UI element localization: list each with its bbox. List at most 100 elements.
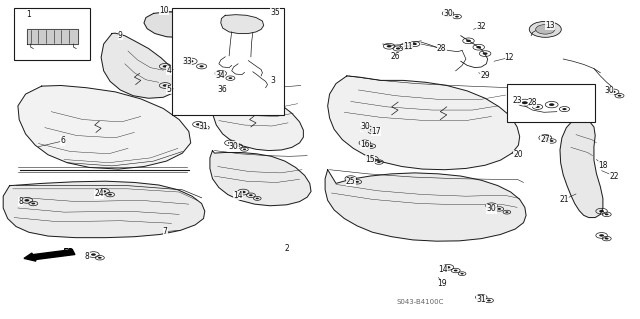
Circle shape <box>387 45 392 48</box>
Text: 16: 16 <box>360 140 370 149</box>
Text: 30: 30 <box>443 9 453 18</box>
Text: 18: 18 <box>598 161 607 170</box>
Text: 4: 4 <box>166 66 172 75</box>
Circle shape <box>536 25 555 34</box>
Text: 3: 3 <box>270 76 275 85</box>
Circle shape <box>466 40 471 42</box>
Text: 24: 24 <box>94 189 104 198</box>
Text: 30: 30 <box>486 204 497 213</box>
Circle shape <box>377 161 381 163</box>
Circle shape <box>611 91 616 93</box>
Circle shape <box>404 45 409 48</box>
Polygon shape <box>3 181 205 238</box>
Text: 22: 22 <box>610 172 619 181</box>
Text: 19: 19 <box>436 279 447 288</box>
Circle shape <box>236 145 240 147</box>
Circle shape <box>497 208 501 210</box>
Circle shape <box>396 48 400 49</box>
Circle shape <box>249 194 253 196</box>
Text: 9: 9 <box>118 31 123 40</box>
Bar <box>507 84 595 122</box>
Text: 28: 28 <box>528 98 537 107</box>
Text: 27: 27 <box>540 135 550 144</box>
Circle shape <box>445 12 451 15</box>
Polygon shape <box>325 170 526 241</box>
Polygon shape <box>560 118 603 218</box>
Circle shape <box>563 108 566 110</box>
Circle shape <box>599 210 604 212</box>
Circle shape <box>476 46 481 48</box>
Circle shape <box>413 43 417 45</box>
Polygon shape <box>144 12 211 38</box>
Text: 14: 14 <box>438 265 448 274</box>
Circle shape <box>170 69 173 70</box>
Bar <box>172 8 284 115</box>
Circle shape <box>101 190 106 193</box>
Text: 36: 36 <box>218 85 228 94</box>
Circle shape <box>355 181 359 183</box>
Polygon shape <box>230 53 268 72</box>
Polygon shape <box>18 85 191 169</box>
Circle shape <box>362 142 367 144</box>
Text: 20: 20 <box>513 150 524 159</box>
Circle shape <box>529 21 561 37</box>
Circle shape <box>24 199 29 202</box>
Text: 30: 30 <box>604 86 614 95</box>
Circle shape <box>549 103 554 106</box>
Circle shape <box>505 211 509 213</box>
Text: 28: 28 <box>437 44 446 53</box>
Text: FR.: FR. <box>63 248 77 257</box>
Circle shape <box>348 177 353 180</box>
Circle shape <box>369 145 373 147</box>
Circle shape <box>599 234 604 237</box>
Text: 26: 26 <box>390 52 401 61</box>
Circle shape <box>454 270 458 271</box>
Polygon shape <box>101 33 179 98</box>
Circle shape <box>455 16 459 18</box>
Circle shape <box>241 191 246 193</box>
Circle shape <box>460 273 464 275</box>
Text: 34: 34 <box>215 71 225 80</box>
Circle shape <box>364 127 369 130</box>
Circle shape <box>550 140 554 142</box>
Text: 2: 2 <box>284 244 289 253</box>
Circle shape <box>483 52 488 55</box>
Text: 32: 32 <box>476 22 486 31</box>
Circle shape <box>170 88 173 90</box>
Text: 11: 11 <box>404 42 413 51</box>
Circle shape <box>445 266 451 269</box>
Circle shape <box>605 213 609 215</box>
Circle shape <box>108 194 112 196</box>
Circle shape <box>618 95 621 97</box>
Polygon shape <box>328 76 520 170</box>
Bar <box>14 8 90 60</box>
Text: 31: 31 <box>476 295 486 304</box>
Circle shape <box>243 148 246 150</box>
Text: 31: 31 <box>198 122 209 131</box>
Circle shape <box>218 72 223 75</box>
Text: 12: 12 <box>505 53 514 62</box>
Text: 25: 25 <box>346 177 356 186</box>
Circle shape <box>371 130 374 132</box>
Circle shape <box>228 77 232 79</box>
Text: 35: 35 <box>270 8 280 17</box>
Circle shape <box>479 296 484 299</box>
Circle shape <box>255 197 259 199</box>
Circle shape <box>31 203 35 204</box>
Text: 21: 21 <box>560 195 569 204</box>
Circle shape <box>91 253 96 256</box>
Circle shape <box>370 158 375 160</box>
Circle shape <box>163 65 168 68</box>
Text: 10: 10 <box>159 6 169 15</box>
Polygon shape <box>210 151 311 206</box>
Circle shape <box>98 257 102 259</box>
Circle shape <box>487 300 491 301</box>
Circle shape <box>196 123 201 126</box>
Text: 13: 13 <box>545 21 556 30</box>
Text: 30: 30 <box>228 142 239 151</box>
Text: 14: 14 <box>233 191 243 200</box>
Circle shape <box>188 60 193 63</box>
Polygon shape <box>221 15 264 33</box>
Text: S043-B4100C: S043-B4100C <box>397 299 444 305</box>
Circle shape <box>522 101 528 104</box>
